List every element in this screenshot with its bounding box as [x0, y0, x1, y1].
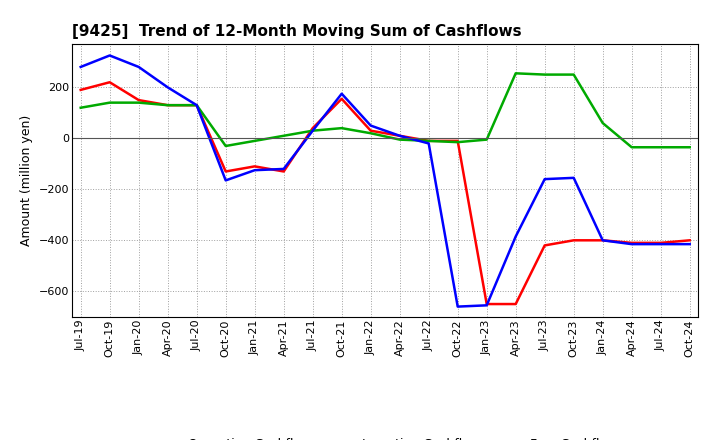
- Free Cashflow: [395, 133, 404, 139]
- Operating Cashflow: [685, 238, 694, 243]
- Line: Operating Cashflow: Operating Cashflow: [81, 82, 690, 304]
- Operating Cashflow: [424, 138, 433, 143]
- Free Cashflow: [454, 304, 462, 309]
- Free Cashflow: [511, 234, 520, 239]
- Free Cashflow: [598, 238, 607, 243]
- Operating Cashflow: [454, 138, 462, 143]
- Free Cashflow: [627, 242, 636, 247]
- Investing Cashflow: [338, 125, 346, 131]
- Investing Cashflow: [482, 137, 491, 142]
- Line: Free Cashflow: Free Cashflow: [81, 55, 690, 307]
- Investing Cashflow: [105, 100, 114, 105]
- Free Cashflow: [570, 175, 578, 180]
- Free Cashflow: [366, 123, 375, 128]
- Free Cashflow: [338, 91, 346, 96]
- Operating Cashflow: [627, 240, 636, 246]
- Free Cashflow: [424, 141, 433, 146]
- Operating Cashflow: [482, 301, 491, 307]
- Operating Cashflow: [76, 87, 85, 92]
- Operating Cashflow: [511, 301, 520, 307]
- Operating Cashflow: [135, 97, 143, 103]
- Investing Cashflow: [657, 145, 665, 150]
- Free Cashflow: [685, 242, 694, 247]
- Investing Cashflow: [279, 133, 288, 139]
- Investing Cashflow: [76, 105, 85, 110]
- Investing Cashflow: [454, 139, 462, 145]
- Investing Cashflow: [424, 138, 433, 143]
- Investing Cashflow: [366, 131, 375, 136]
- Operating Cashflow: [541, 243, 549, 248]
- Investing Cashflow: [598, 121, 607, 126]
- Free Cashflow: [163, 85, 172, 90]
- Free Cashflow: [221, 178, 230, 183]
- Free Cashflow: [76, 64, 85, 70]
- Investing Cashflow: [308, 128, 317, 133]
- Investing Cashflow: [685, 145, 694, 150]
- Investing Cashflow: [541, 72, 549, 77]
- Investing Cashflow: [251, 138, 259, 143]
- Operating Cashflow: [657, 240, 665, 246]
- Operating Cashflow: [279, 169, 288, 174]
- Operating Cashflow: [192, 103, 201, 108]
- Free Cashflow: [657, 242, 665, 247]
- Operating Cashflow: [570, 238, 578, 243]
- Text: [9425]  Trend of 12-Month Moving Sum of Cashflows: [9425] Trend of 12-Month Moving Sum of C…: [72, 24, 521, 39]
- Free Cashflow: [192, 103, 201, 108]
- Investing Cashflow: [570, 72, 578, 77]
- Free Cashflow: [251, 168, 259, 173]
- Operating Cashflow: [366, 128, 375, 133]
- Operating Cashflow: [395, 133, 404, 139]
- Free Cashflow: [279, 166, 288, 172]
- Investing Cashflow: [395, 137, 404, 142]
- Investing Cashflow: [511, 71, 520, 76]
- Free Cashflow: [482, 303, 491, 308]
- Operating Cashflow: [221, 169, 230, 174]
- Free Cashflow: [541, 176, 549, 182]
- Operating Cashflow: [163, 103, 172, 108]
- Free Cashflow: [308, 128, 317, 133]
- Operating Cashflow: [598, 238, 607, 243]
- Operating Cashflow: [105, 80, 114, 85]
- Investing Cashflow: [192, 103, 201, 108]
- Investing Cashflow: [163, 103, 172, 108]
- Operating Cashflow: [308, 125, 317, 131]
- Free Cashflow: [105, 53, 114, 58]
- Investing Cashflow: [221, 143, 230, 149]
- Free Cashflow: [135, 64, 143, 70]
- Line: Investing Cashflow: Investing Cashflow: [81, 73, 690, 147]
- Investing Cashflow: [627, 145, 636, 150]
- Legend: Operating Cashflow, Investing Cashflow, Free Cashflow: Operating Cashflow, Investing Cashflow, …: [153, 438, 617, 440]
- Operating Cashflow: [338, 96, 346, 102]
- Operating Cashflow: [251, 164, 259, 169]
- Investing Cashflow: [135, 100, 143, 105]
- Y-axis label: Amount (million yen): Amount (million yen): [20, 115, 33, 246]
